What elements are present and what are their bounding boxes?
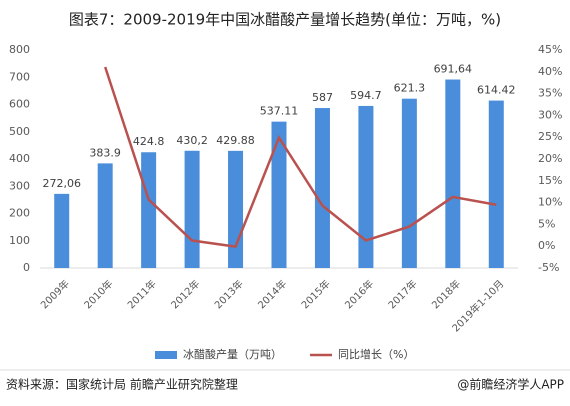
x-tick-label: 2015年	[298, 277, 332, 311]
y2-tick-label: 35%	[538, 87, 562, 100]
bar	[141, 152, 157, 268]
value-label: 594.7	[350, 89, 382, 102]
bar	[445, 79, 461, 268]
bar	[314, 108, 330, 268]
value-label: 424.8	[133, 135, 165, 148]
x-tick-label: 2009年	[38, 277, 72, 311]
value-label: 537.11	[260, 105, 299, 118]
bar	[184, 150, 200, 268]
y-tick-label: 200	[9, 207, 30, 220]
credit: @前瞻经济学人APP	[457, 377, 564, 392]
value-label: 430,2	[176, 134, 208, 147]
y-tick-label: 800	[9, 43, 30, 56]
bar	[54, 193, 70, 268]
y-tick-label: 300	[9, 179, 30, 192]
line	[103, 66, 497, 249]
y-tick-label: 500	[9, 125, 30, 138]
legend-label: 冰醋酸产量（万吨）	[183, 347, 282, 361]
value-label: 272,06	[42, 177, 81, 190]
y2-tick-label: 25%	[538, 130, 562, 143]
x-tick-label: 2010年	[81, 277, 115, 311]
bar	[488, 100, 504, 268]
bar	[401, 98, 417, 269]
y2-tick-label: -5%	[538, 261, 559, 274]
value-label: 383.9	[89, 146, 121, 159]
value-label: 614.42	[477, 84, 516, 97]
source: 资料来源：国家统计局 前瞻产业研究院整理	[6, 377, 238, 392]
y-tick-label: 700	[9, 70, 30, 83]
value-label: 691,64	[434, 63, 473, 76]
y2-tick-label: 0%	[538, 239, 555, 252]
legend-label: 同比增长（%）	[338, 347, 414, 361]
bar	[97, 163, 113, 268]
bar	[228, 150, 244, 268]
y2-tick-label: 20%	[538, 152, 562, 165]
y2-tick-label: 30%	[538, 108, 562, 121]
x-tick-label: 2011年	[125, 277, 159, 311]
y2-tick-label: 40%	[538, 65, 562, 78]
x-tick-label: 2016年	[342, 277, 376, 311]
x-tick-label: 2018年	[429, 277, 463, 311]
legend-swatch	[155, 351, 177, 359]
value-label: 621.3	[394, 82, 426, 95]
bar	[271, 121, 287, 268]
value-label: 429.88	[216, 134, 255, 147]
y2-tick-label: 45%	[538, 43, 562, 56]
bar	[358, 105, 374, 269]
y2-tick-label: 10%	[538, 196, 562, 209]
chart-title: 图表7：2009-2019年中国冰醋酸产量增长趋势(单位：万吨，%)	[69, 11, 501, 29]
y2-tick-label: 15%	[538, 174, 562, 187]
x-tick-label: 2013年	[212, 277, 246, 311]
x-tick-label: 2017年	[385, 277, 419, 311]
y-tick-label: 100	[9, 234, 30, 247]
y2-tick-label: 5%	[538, 217, 555, 230]
y-tick-label: 400	[9, 152, 30, 165]
value-label: 587	[312, 91, 333, 104]
y-tick-label: 600	[9, 98, 30, 111]
x-tick-label: 2014年	[255, 277, 289, 311]
y-tick-label: 0	[23, 261, 30, 274]
x-tick-label: 2012年	[168, 277, 202, 311]
